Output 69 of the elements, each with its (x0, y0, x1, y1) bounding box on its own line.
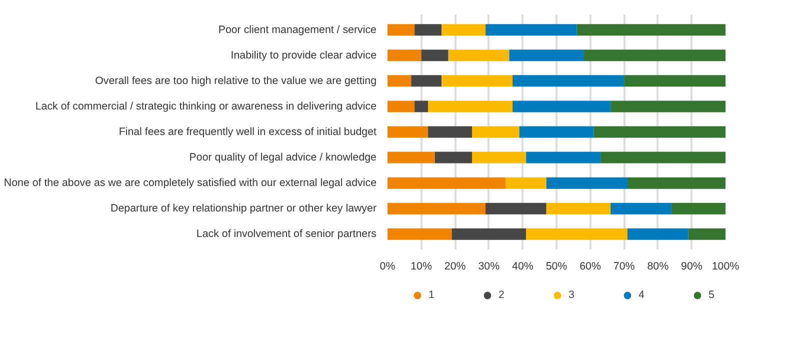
y-tick-label: Departure of key relationship partner or other key lawyer (110, 202, 377, 215)
bar (411, 75, 442, 87)
y-tick-label: None of the above as we are completely satisfied with our external legal advice (4, 177, 377, 190)
bar (627, 228, 688, 240)
bar (452, 228, 526, 240)
bar (472, 126, 520, 138)
bar (546, 177, 628, 189)
x-tick-label: 30% (478, 260, 500, 272)
bar (688, 228, 726, 240)
bar (421, 50, 448, 62)
bar (388, 100, 415, 112)
bar (519, 126, 594, 138)
y-tick-label: Poor quality of legal advice / knowledge (189, 152, 377, 164)
bar (388, 75, 412, 87)
x-tick-label: 80% (647, 260, 670, 272)
bar (624, 75, 726, 87)
bar (594, 126, 726, 138)
bar (388, 126, 428, 138)
bar (512, 75, 624, 87)
bar (610, 202, 672, 214)
y-tick-label: Overall fees are too high relative to the value we are getting (95, 74, 377, 87)
bar (428, 126, 472, 138)
bar (388, 50, 422, 62)
x-tick-label: 50% (546, 260, 568, 272)
y-tick-label: Lack of involvement of senior partners (196, 228, 377, 240)
bar (388, 202, 486, 214)
bar (388, 228, 452, 240)
bar (428, 100, 513, 112)
legend-label: 5 (708, 289, 716, 301)
legend-label: 4 (638, 289, 646, 301)
bar (414, 24, 442, 36)
bar (442, 75, 513, 87)
x-tick-label: 10% (410, 260, 432, 272)
bar (509, 50, 584, 62)
bar (576, 24, 726, 36)
bar (388, 177, 506, 189)
bar (506, 177, 546, 189)
x-tick-label: 70% (613, 260, 636, 272)
bar (671, 202, 726, 214)
bar (526, 152, 600, 164)
y-tick-label: Inability to provide clear advice (230, 49, 377, 62)
y-tick-label: Lack of commercial / strategic thinking or awareness in delivering advice (35, 100, 377, 112)
bar (627, 177, 726, 189)
x-tick-label: 90% (681, 260, 703, 272)
bar (448, 50, 510, 62)
bar (414, 100, 428, 112)
legend-label: 1 (428, 289, 436, 301)
bar (546, 202, 611, 214)
x-tick-label: 100% (712, 260, 740, 272)
bar (610, 100, 726, 112)
bar (472, 152, 526, 164)
bar (584, 50, 726, 62)
bar (434, 152, 472, 164)
bar (486, 24, 577, 36)
bar (600, 152, 726, 164)
bar (512, 100, 611, 112)
x-tick-label: 20% (444, 260, 466, 272)
legend-label: 3 (568, 289, 576, 301)
x-tick-label: 60% (580, 260, 602, 272)
bar (486, 202, 546, 214)
bar (388, 24, 415, 36)
bar (526, 228, 628, 240)
y-tick-label: Final fees are frequently well in excess of initial budget (118, 126, 377, 138)
y-tick-label: Poor client management / service (218, 24, 377, 36)
x-tick-label: 40% (512, 260, 534, 272)
bar (442, 24, 486, 36)
legend-label: 2 (498, 289, 506, 301)
bar (388, 152, 435, 164)
x-tick-label: 0% (380, 260, 396, 272)
